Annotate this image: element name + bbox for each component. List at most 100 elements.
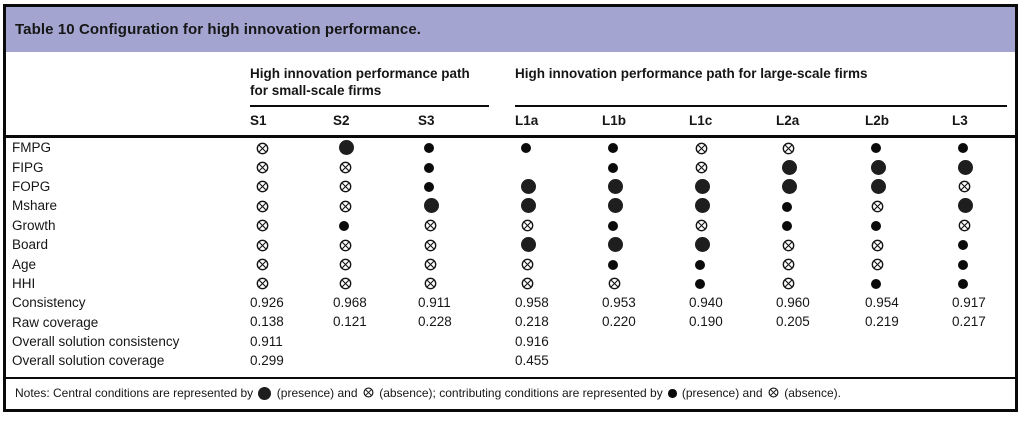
table-row: Board [6,235,1015,254]
condition-cell [865,159,952,175]
condition-cell [952,238,1009,252]
absence-icon [256,180,269,193]
central-presence-icon [695,237,710,253]
row-label: Overall solution consistency [12,334,180,350]
notes: Notes: Central conditions are represente… [6,376,1015,409]
absence-icon [256,239,269,252]
absence-icon [782,142,795,155]
condition-cell [602,178,689,194]
contributing-presence-icon [608,259,618,270]
column-header-L1b: L1b [602,113,627,128]
notes-text: (presence) and [678,385,766,400]
condition-cell [776,219,865,233]
condition-cell [602,276,689,290]
table-row: FMPG [6,138,1015,157]
condition-cell [602,257,689,271]
condition-cell [418,238,515,252]
condition-cell [952,159,1009,175]
column-header-S2: S2 [333,113,350,128]
value-cell: 0.926 [250,295,284,311]
condition-cell [333,276,418,290]
row-label: Overall solution coverage [12,353,165,369]
notes-text: (absence); contributing conditions are r… [375,385,667,400]
contributing-presence-icon [782,201,792,212]
condition-cell [952,218,1009,232]
condition-cell [333,180,418,194]
central-presence-icon [608,237,623,253]
contributing-presence-icon [958,259,968,270]
value-cell: 0.299 [250,353,284,369]
absence-icon [521,219,534,232]
condition-cell [418,180,515,194]
row-label: FOPG [12,178,51,194]
absence-icon [521,258,534,271]
contributing-presence-icon [339,220,349,231]
absence-icon [695,142,708,155]
condition-cell [515,218,602,232]
central-presence-icon [958,159,973,175]
central-presence-icon [521,237,536,253]
value-cell: 0.917 [952,295,986,311]
absence-icon [871,200,884,213]
column-header-S1: S1 [250,113,267,128]
row-label: FIPG [12,159,44,175]
absence-icon [424,258,437,271]
contributing-presence-icon [668,389,677,398]
absence-icon [871,239,884,252]
absence-icon [339,277,352,290]
value-cell: 0.455 [515,353,549,369]
header-spacer [12,66,250,107]
condition-cell [776,141,865,155]
contributing-presence-icon [871,220,881,231]
condition-cell [515,178,602,194]
notes-text: (presence) and [273,385,361,400]
value-cell: 0.205 [776,314,810,330]
value-cell: 0.954 [865,295,899,311]
value-cell: 0.911 [418,295,451,311]
value-cell: 0.228 [418,314,452,330]
absence-icon [871,258,884,271]
central-presence-icon [608,198,623,214]
value-cell: 0.911 [250,333,283,349]
condition-cell [776,199,865,213]
table-row: Raw coverage 0.138 0.121 0.228 0.218 0.220 0.1… [6,313,1015,332]
contributing-presence-icon [871,143,881,154]
table-row: Mshare [6,196,1015,215]
value-cell: 0.916 [515,333,549,349]
table-title: Table 10 Configuration for high innovati… [15,21,422,38]
condition-cell [250,141,333,155]
absence-icon [782,258,795,271]
condition-cell [689,178,776,194]
condition-cell [250,160,333,174]
absence-icon [424,277,437,290]
table-row: FIPG [6,157,1015,176]
condition-cell [602,237,689,253]
condition-cell [952,198,1009,214]
absence-icon [256,219,269,232]
absence-icon [608,277,621,290]
value-cell: 0.218 [515,314,549,330]
condition-cell [418,276,515,290]
central-presence-icon [871,159,886,175]
absence-icon [363,387,374,398]
absence-icon [958,219,971,232]
condition-cell [776,276,865,290]
condition-cell [776,238,865,252]
condition-cell [250,257,333,271]
condition-cell [865,178,952,194]
condition-cell [515,257,602,271]
table-header: High innovation performance path for sma… [6,52,1015,107]
column-header-L3: L3 [952,113,968,128]
absence-icon [256,258,269,271]
condition-cell [333,199,418,213]
value-cell: 0.968 [333,295,367,311]
condition-cell [250,199,333,213]
column-header-L1c: L1c [689,113,713,128]
condition-cell [689,160,776,174]
contributing-presence-icon [424,162,434,173]
condition-cell [418,160,515,174]
central-presence-icon [695,198,710,214]
table-body: FMPG FIPG FOPG Mshare Growth Board Age HHI Consi… [6,138,1015,371]
absence-icon [339,180,352,193]
condition-cell [689,198,776,214]
